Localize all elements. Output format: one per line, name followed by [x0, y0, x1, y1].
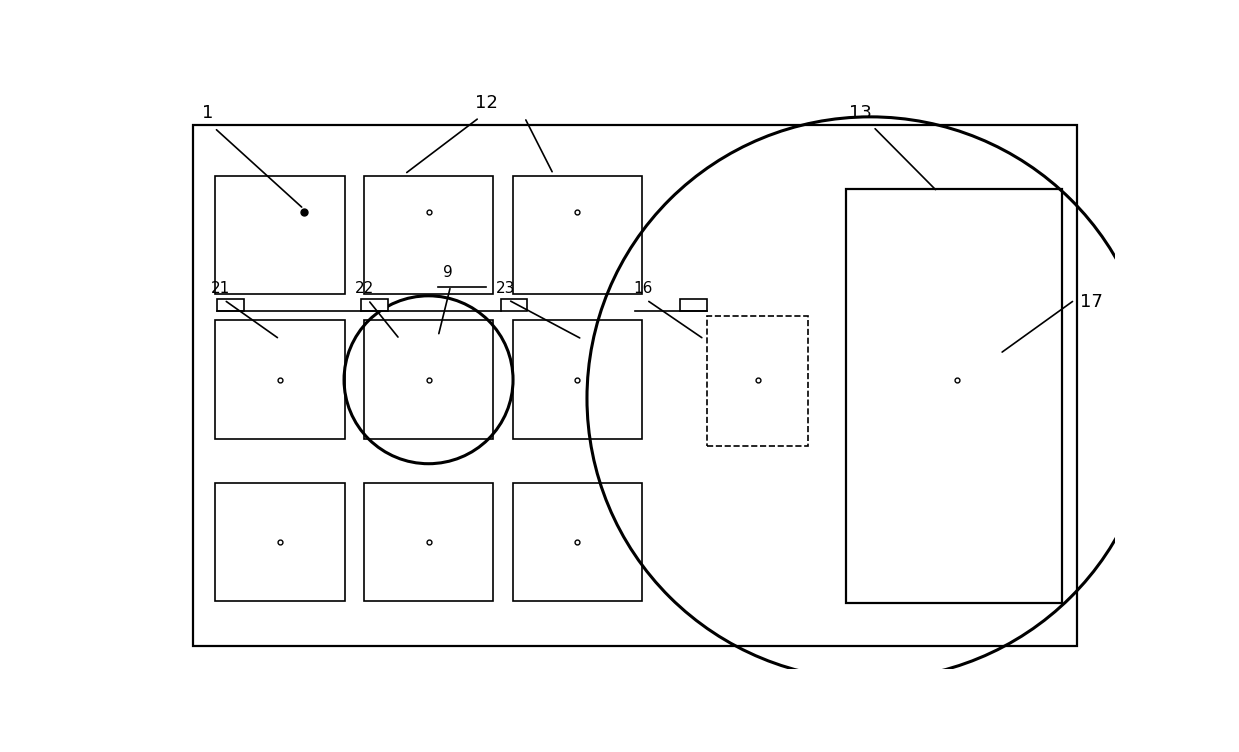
Bar: [513, 320, 642, 439]
Text: 13: 13: [849, 104, 872, 122]
Bar: [217, 299, 244, 311]
Bar: [513, 483, 642, 602]
Bar: [501, 299, 528, 311]
Text: 16: 16: [633, 280, 653, 296]
Text: 22: 22: [354, 280, 374, 296]
Bar: [513, 176, 642, 294]
Text: 17: 17: [1079, 293, 1103, 311]
Bar: [846, 189, 1062, 602]
Text: 9: 9: [442, 265, 452, 280]
Bar: [707, 316, 808, 447]
Text: 21: 21: [211, 280, 229, 296]
Bar: [680, 299, 707, 311]
Bar: [364, 483, 493, 602]
Bar: [364, 176, 493, 294]
Bar: [362, 299, 388, 311]
Bar: [214, 320, 344, 439]
Bar: [364, 320, 493, 439]
Text: 12: 12: [475, 94, 498, 112]
Text: 23: 23: [496, 280, 515, 296]
Text: 1: 1: [202, 104, 213, 122]
Bar: [214, 176, 344, 294]
Bar: [214, 483, 344, 602]
